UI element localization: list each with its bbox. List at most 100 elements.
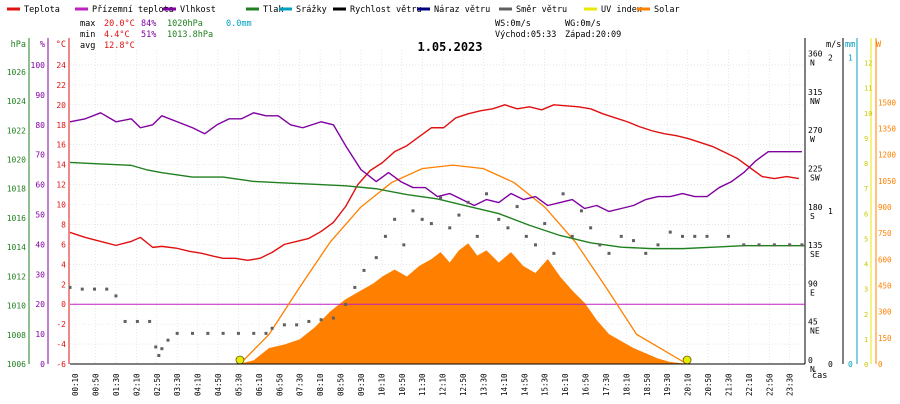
stat-avg-temp: 12.8°C <box>104 41 135 51</box>
wind-direction-point <box>307 319 311 323</box>
axis-tick-temperature: -2 <box>56 320 66 329</box>
axis-tick-pressure: 1010 <box>7 302 26 311</box>
x-tick-label: 09:30 <box>357 373 366 396</box>
x-tick-label: 22:10 <box>745 373 754 396</box>
x-tick-label: 10:10 <box>377 373 386 396</box>
series-teplota <box>69 104 799 262</box>
axis-tick-uv: 11 <box>864 85 872 93</box>
axis-tick-uv: 10 <box>864 110 872 118</box>
x-tick-label: 05:30 <box>234 373 243 396</box>
wind-ws: WS:0m/s <box>495 19 531 29</box>
wind-direction-point <box>135 319 139 323</box>
wind-wg: WG:0m/s <box>565 19 601 29</box>
axis-tick-solar: 450 <box>878 282 892 291</box>
stat-max-temp: 20.0°C <box>104 19 135 29</box>
stat-min-temp: 4.4°C <box>104 30 130 40</box>
axis-label-humidity: % <box>40 40 45 50</box>
axis-tick-uv: 7 <box>864 185 868 193</box>
wind-direction-point <box>206 331 210 335</box>
axis-tick-solar: 1500 <box>878 98 897 107</box>
x-tick-label: 03:30 <box>173 373 182 396</box>
axes: hPa1006100810101012101410161018102010221… <box>7 38 897 374</box>
axis-tick-pressure: 1008 <box>7 331 26 340</box>
wind-direction-point <box>543 222 547 226</box>
wind-direction-point <box>402 243 406 247</box>
stats-block: max 20.0°C 84% 1020hPa 0.0mm min 4.4°C 5… <box>80 19 252 51</box>
x-axis: 00:10 00:50 01:30 02:10 02:50 03:30 04:10 04:50… <box>70 363 827 396</box>
axis-tick-direction-deg: 270 <box>808 126 823 135</box>
axis-tick-pressure: 1026 <box>7 68 26 77</box>
wind-direction-point <box>160 347 164 351</box>
stat-max-press: 1020hPa <box>167 19 203 29</box>
wind-direction-point <box>515 205 519 209</box>
axis-tick-wind: 1 <box>828 207 833 216</box>
wind-direction-point <box>236 331 240 335</box>
axis-tick-humidity: 60 <box>35 181 45 190</box>
legend-label: Teplota <box>24 5 60 15</box>
axis-tick-uv: 3 <box>864 286 868 294</box>
wind-direction-point <box>123 319 127 323</box>
stat-avg-label: avg <box>80 41 95 51</box>
axis-tick-pressure: 1014 <box>7 243 26 252</box>
axis-tick-direction-deg: 180 <box>808 203 823 212</box>
wind-direction-point <box>742 243 746 247</box>
axis-tick-humidity: 30 <box>35 270 45 279</box>
uv-marker <box>235 355 245 365</box>
axis-tick-temperature: 24 <box>56 61 66 70</box>
uv-marker <box>682 355 692 365</box>
axis-tick-temperature: -6 <box>56 360 66 369</box>
wind-direction-point <box>344 302 348 306</box>
axis-tick-humidity: 50 <box>35 210 45 219</box>
x-tick-label: 12:10 <box>439 373 448 396</box>
wind-direction-point <box>353 285 357 289</box>
axis-tick-solar: 750 <box>878 229 892 238</box>
wind-direction-point <box>681 234 684 238</box>
wind-direction-point <box>579 209 583 213</box>
stat-min-label: min <box>80 30 95 40</box>
axis-tick-solar: 1050 <box>878 177 897 186</box>
wind-direction-point <box>466 200 470 204</box>
x-tick-label: 22:50 <box>765 373 774 396</box>
axis-tick-pressure: 1006 <box>7 360 26 369</box>
axis-tick-pressure: 1018 <box>7 185 26 194</box>
legend-label: Tlak <box>263 5 283 15</box>
legend-label: Vlhkost <box>180 5 216 15</box>
wind-direction-point <box>552 251 556 255</box>
axis-tick-direction-dir: E <box>810 288 815 297</box>
wind-direction-point <box>570 234 574 238</box>
axis-tick-solar: 1200 <box>878 151 897 160</box>
wind-direction-point <box>68 285 72 289</box>
wind-direction-point <box>439 196 443 200</box>
axis-tick-pressure: 1016 <box>7 214 26 223</box>
axis-tick-solar: 1350 <box>878 125 897 134</box>
axis-tick-humidity: 100 <box>31 61 46 70</box>
axis-tick-solar: 300 <box>878 308 892 317</box>
wind-direction-point <box>393 217 397 221</box>
x-tick-label: 17:30 <box>602 373 611 396</box>
axis-tick-direction-deg: 315 <box>808 88 823 97</box>
axis-tick-temperature: -4 <box>56 340 66 349</box>
legend-label: Směr větru <box>516 5 567 15</box>
wind-direction-point <box>175 331 179 335</box>
axis-tick-direction-dir: W <box>810 135 815 144</box>
wind-direction-point <box>252 331 256 335</box>
axis-tick-temperature: 0 <box>61 300 66 309</box>
wind-direction-point <box>80 287 84 291</box>
axis-tick-solar: 600 <box>878 255 892 264</box>
axis-label-pressure: hPa <box>11 40 26 50</box>
axis-tick-temperature: 18 <box>56 121 66 130</box>
wind-direction-point <box>429 222 433 226</box>
wind-direction-point <box>800 243 804 247</box>
x-tick-label: 18:10 <box>622 373 631 396</box>
x-tick-label: 16:10 <box>561 373 570 396</box>
wind-direction-point <box>221 331 225 335</box>
stat-max-rain: 0.0mm <box>226 19 252 29</box>
wind-direction-point <box>644 251 648 255</box>
axis-tick-temperature: 6 <box>61 240 66 249</box>
x-tick-label: 02:50 <box>153 373 162 396</box>
wind-direction-point <box>420 217 424 221</box>
wind-direction-point <box>114 294 118 298</box>
x-tick-label: 16:50 <box>582 373 591 396</box>
wind-direction-point <box>607 251 611 255</box>
axis-tick-uv: 6 <box>864 210 868 218</box>
